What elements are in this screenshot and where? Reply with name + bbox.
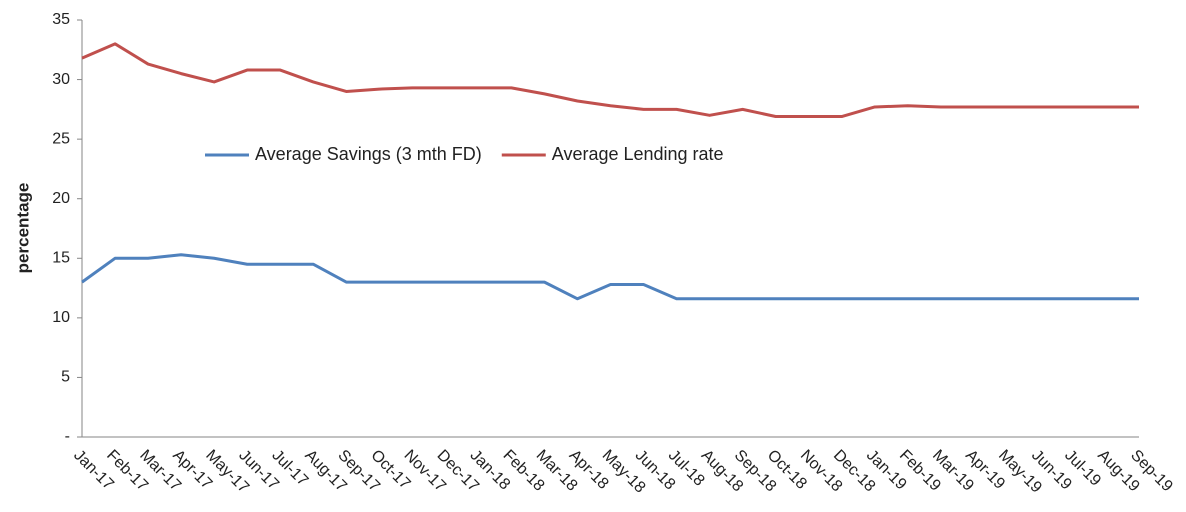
series-line [81, 253, 1139, 301]
y-tick-label: 25 [52, 130, 70, 147]
series-line [81, 42, 1139, 119]
y-tick-label: 15 [52, 250, 70, 267]
y-tick-label: 5 [61, 369, 70, 386]
legend-label: Average Lending rate [552, 144, 724, 164]
y-tick-label: 20 [52, 190, 70, 207]
y-tick-label: 35 [52, 11, 70, 28]
y-tick-label: 30 [52, 71, 70, 88]
legend-label: Average Savings (3 mth FD) [255, 144, 482, 164]
y-axis-label: percentage [13, 183, 32, 274]
y-tick-label: - [65, 428, 70, 445]
y-tick-label: 10 [52, 309, 70, 326]
